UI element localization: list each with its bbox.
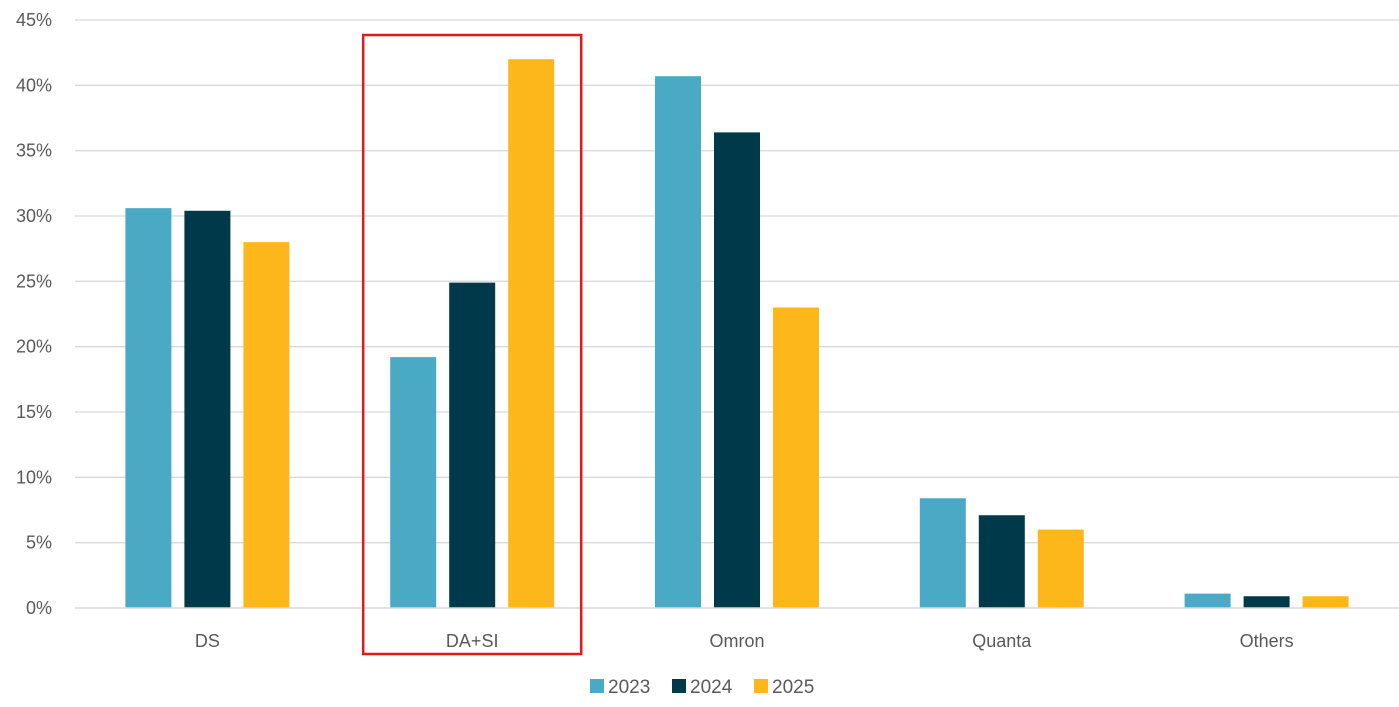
legend: 2023 2024 2025: [590, 677, 814, 698]
bar-2024-Omron: [714, 132, 760, 608]
y-tick-label: 45%: [16, 10, 52, 30]
bar-2025-DA+SI: [508, 59, 555, 608]
bar-2024-Quanta: [978, 515, 1025, 608]
y-tick-label: 25%: [16, 271, 52, 291]
highlight-rectangle: [361, 33, 583, 656]
bar-2023-Quanta: [919, 498, 966, 608]
x-axis-labels: DS DA+SI Omron Quanta Others: [195, 631, 1294, 651]
x-tick-label: DS: [195, 631, 220, 651]
bar-2025-Quanta: [1037, 529, 1084, 608]
bar-2023-Others: [1184, 593, 1231, 608]
bar-2024-DS: [184, 210, 231, 609]
legend-swatch: [590, 679, 604, 693]
y-tick-label: 5%: [26, 533, 52, 553]
legend-swatch: [672, 679, 686, 693]
x-tick-label: DA+SI: [446, 631, 499, 651]
bar-2025-Others: [1302, 596, 1349, 608]
legend-label: 2023: [608, 677, 650, 698]
bars: [125, 59, 1349, 609]
bar-2023-DA+SI: [390, 357, 437, 608]
y-tick-label: 15%: [16, 402, 52, 422]
legend-item-2023: 2023: [590, 677, 650, 698]
bar-2025-Omron: [773, 307, 819, 608]
y-tick-label: 10%: [16, 467, 52, 487]
legend-swatch: [754, 679, 768, 693]
bar-2023-DS: [125, 208, 172, 608]
y-tick-label: 35%: [16, 141, 52, 161]
y-axis-ticks: 0% 5% 10% 15% 20% 25% 30% 35% 40% 45%: [16, 10, 52, 618]
bar-2024-DA+SI: [449, 282, 496, 608]
legend-item-2025: 2025: [754, 677, 814, 698]
legend-item-2024: 2024: [672, 677, 733, 698]
legend-label: 2024: [690, 677, 733, 698]
bar-2024-Others: [1243, 596, 1290, 608]
highlight-box: [361, 33, 583, 656]
y-tick-label: 0%: [26, 598, 52, 618]
legend-label: 2025: [772, 677, 814, 698]
x-tick-label: Quanta: [972, 631, 1032, 651]
x-tick-label: Others: [1240, 631, 1294, 651]
bar-2023-Omron: [655, 76, 701, 609]
y-tick-label: 20%: [16, 337, 52, 357]
y-tick-label: 30%: [16, 206, 52, 226]
bar-2025-DS: [243, 242, 290, 608]
x-tick-label: Omron: [709, 631, 764, 651]
y-tick-label: 40%: [16, 75, 52, 95]
